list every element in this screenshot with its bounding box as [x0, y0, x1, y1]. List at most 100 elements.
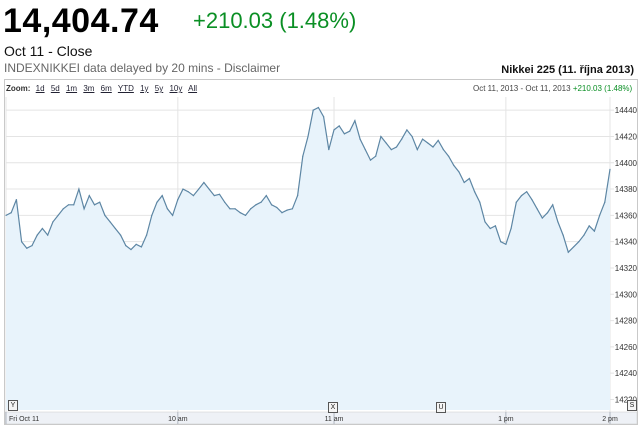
- y-tick-label: 14280: [615, 317, 638, 326]
- y-tick-label: 14400: [615, 159, 638, 168]
- price-point: [427, 142, 429, 144]
- price-point: [500, 241, 502, 243]
- price-point: [145, 234, 148, 236]
- range-sep: -: [520, 84, 524, 93]
- price-point: [395, 146, 398, 148]
- price-point: [78, 188, 80, 190]
- price-point: [593, 230, 595, 232]
- price-point: [489, 227, 491, 230]
- price-point: [73, 204, 75, 206]
- price-point: [375, 155, 377, 157]
- price-point: [281, 212, 283, 214]
- price-point: [572, 246, 575, 248]
- price-point: [562, 234, 564, 236]
- y-tick-label: 14420: [615, 132, 638, 141]
- price-point: [359, 138, 361, 140]
- price-point: [401, 138, 403, 140]
- price-point: [26, 247, 28, 249]
- zoom-5y[interactable]: 5y: [154, 84, 164, 93]
- price-point: [213, 195, 215, 197]
- price-point: [437, 139, 439, 141]
- price-point: [244, 214, 247, 216]
- event-flag-u[interactable]: U: [436, 402, 446, 413]
- x-tick-label: 10 am: [168, 416, 188, 423]
- zoom-1m[interactable]: 1m: [65, 84, 78, 93]
- price-point: [552, 204, 554, 206]
- price-point: [114, 227, 116, 230]
- price-point: [172, 214, 174, 216]
- price-point: [15, 198, 18, 201]
- range-to: Oct 11, 2013: [525, 84, 571, 93]
- session-label: Oct 11 - Close: [4, 43, 93, 59]
- price-point: [192, 195, 195, 197]
- zoom-10y[interactable]: 10y: [169, 84, 183, 93]
- price-point: [406, 129, 408, 131]
- price-point: [57, 214, 59, 216]
- price-point: [609, 168, 611, 170]
- x-axis-strip: [4, 411, 638, 425]
- price-point: [416, 149, 418, 151]
- price-point: [567, 251, 569, 253]
- zoom-6m[interactable]: 6m: [100, 84, 112, 93]
- price-point: [234, 208, 236, 210]
- zoom-ytd[interactable]: YTD: [117, 84, 134, 93]
- price-point: [583, 234, 585, 236]
- date-range: Oct 11, 2013 - Oct 11, 2013 +210.03 (1.4…: [473, 83, 632, 95]
- price-point: [125, 245, 127, 247]
- price-point: [447, 155, 450, 157]
- chart-title: Nikkei 225 (11. října 2013): [501, 64, 634, 76]
- price-point: [5, 214, 7, 216]
- price-point: [140, 246, 142, 248]
- price-point: [36, 234, 38, 236]
- zoom-1d[interactable]: 1d: [35, 84, 45, 93]
- price-point: [474, 191, 476, 193]
- price-point: [41, 227, 44, 230]
- price-point: [302, 155, 304, 157]
- price-point: [104, 214, 106, 216]
- price-point: [229, 208, 231, 210]
- price-point: [52, 221, 54, 223]
- price-point: [135, 243, 137, 245]
- price-point: [151, 214, 153, 216]
- price-point: [276, 206, 278, 209]
- price-point: [156, 201, 158, 203]
- price-point: [130, 248, 132, 251]
- event-flag-x[interactable]: X: [328, 402, 338, 413]
- price-point: [317, 106, 320, 109]
- price-point: [224, 201, 226, 203]
- y-tick-label: 14380: [615, 185, 638, 194]
- price-point: [338, 125, 340, 127]
- price-point: [385, 142, 387, 144]
- price-point: [255, 204, 257, 206]
- x-tick-label: 11 am: [325, 416, 344, 423]
- delay-disclaimer[interactable]: INDEXNIKKEI data delayed by 20 mins - Di…: [4, 61, 281, 75]
- price-point: [218, 193, 221, 195]
- price-area-fill: [6, 107, 610, 410]
- zoom-3m[interactable]: 3m: [83, 84, 95, 93]
- zoom-5d[interactable]: 5d: [50, 84, 60, 93]
- price-point: [177, 198, 179, 201]
- price-point: [536, 208, 538, 210]
- price-point: [119, 234, 122, 236]
- price-point: [494, 225, 497, 227]
- price-point: [458, 171, 460, 173]
- price-point: [432, 146, 434, 148]
- price-point: [286, 209, 288, 211]
- price-point: [349, 130, 351, 132]
- price-point: [307, 135, 309, 138]
- price-point: [510, 227, 512, 230]
- y-tick-label: 14300: [615, 290, 638, 299]
- range-from: Oct 11, 2013: [473, 84, 519, 93]
- price-change: +210.03 (1.48%): [193, 8, 357, 33]
- price-point: [296, 195, 299, 197]
- price-point: [239, 212, 241, 214]
- price-point: [364, 149, 366, 151]
- price-point: [333, 129, 335, 131]
- price-point: [442, 149, 444, 151]
- event-flag-y[interactable]: Y: [8, 400, 18, 411]
- price-point: [109, 221, 111, 223]
- zoom-all[interactable]: All: [188, 84, 198, 93]
- zoom-1y[interactable]: 1y: [140, 84, 149, 93]
- event-flag-s[interactable]: S: [627, 400, 637, 411]
